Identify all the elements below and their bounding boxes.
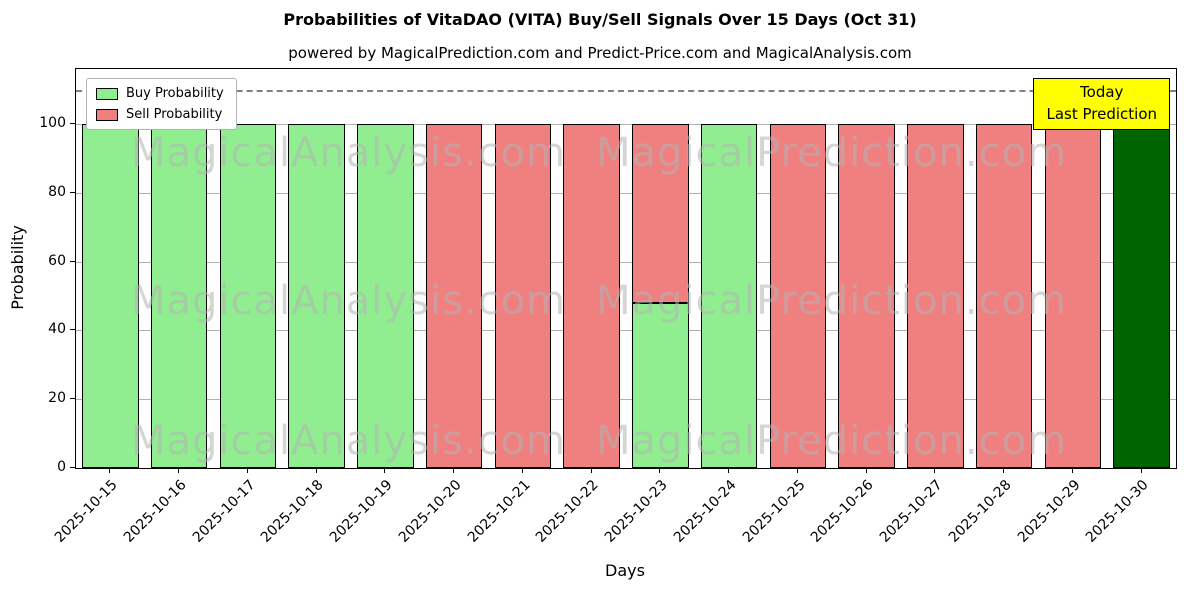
today-label-line1: Today (1080, 83, 1124, 101)
watermark-text: MagicalPrediction.com (596, 130, 1067, 176)
y-tick-label: 100 (39, 115, 66, 132)
x-tick (1071, 468, 1073, 473)
x-tick-label: 2025-10-28 (945, 477, 1015, 546)
watermark-text: MagicalAnalysis.com (131, 278, 567, 324)
bar-2025-10-18-buy (288, 124, 345, 468)
x-tick-label: 2025-10-30 (1083, 477, 1152, 546)
buy-swatch-icon (96, 87, 118, 100)
watermark-text: MagicalPrediction.com (596, 418, 1067, 464)
y-tick-label: 20 (48, 390, 66, 407)
gridline (76, 261, 1176, 263)
x-axis-label: Days (605, 561, 645, 580)
today-label-line2: Last Prediction (1046, 104, 1157, 123)
x-tick (796, 468, 798, 473)
bar-2025-10-21-sell (494, 124, 552, 468)
x-tick-label: 2025-10-19 (326, 477, 396, 546)
x-tick (1003, 468, 1005, 473)
bar-2025-10-15-buy (82, 124, 139, 468)
bar-2025-10-16-buy (150, 124, 208, 468)
bar-2025-10-22-sell (563, 124, 620, 468)
x-tick-label: 2025-10-18 (258, 477, 327, 546)
gridline (76, 399, 1176, 401)
bar-2025-10-29-sell (1044, 124, 1102, 468)
x-tick (521, 468, 523, 473)
x-tick-label: 2025-10-24 (670, 477, 740, 546)
y-tick (70, 260, 75, 262)
legend-label-buy: Buy Probability (126, 86, 224, 101)
bar-2025-10-30-buy (1113, 124, 1170, 468)
chart-title: Probabilities of VitaDAO (VITA) Buy/Sell… (283, 10, 917, 29)
x-tick (728, 468, 730, 473)
legend-item-buy: Buy Probability (96, 86, 224, 101)
x-tick-label: 2025-10-17 (189, 477, 259, 546)
x-tick-label: 2025-10-27 (876, 477, 946, 546)
x-tick-label: 2025-10-29 (1014, 477, 1084, 546)
gridline (76, 330, 1176, 332)
watermark-text: MagicalAnalysis.com (131, 418, 567, 464)
legend-label-sell: Sell Probability (126, 107, 223, 122)
y-tick (70, 191, 75, 193)
bar-2025-10-20-sell (425, 124, 483, 468)
x-tick-label: 2025-10-23 (601, 477, 671, 546)
x-tick-label: 2025-10-21 (464, 477, 534, 546)
x-tick-label: 2025-10-25 (739, 477, 809, 546)
x-tick (590, 468, 592, 473)
bar-2025-10-17-buy (219, 124, 277, 468)
bar-2025-10-26-sell (838, 124, 895, 468)
bar-2025-10-23-sell (632, 124, 689, 303)
x-tick-label: 2025-10-15 (51, 477, 121, 546)
chart-subtitle: powered by MagicalPrediction.com and Pre… (288, 44, 912, 62)
x-tick (659, 468, 661, 473)
x-tick-label: 2025-10-26 (808, 477, 877, 546)
x-tick (453, 468, 455, 473)
y-tick-label: 40 (48, 321, 66, 338)
bar-2025-10-24-buy (700, 124, 758, 468)
bar-2025-10-28-sell (975, 124, 1033, 468)
x-tick (109, 468, 111, 473)
today-label-box: Today Last Prediction (1033, 78, 1170, 130)
y-tick (70, 398, 75, 400)
x-tick (1140, 468, 1142, 473)
x-tick-label: 2025-10-22 (533, 477, 602, 546)
watermark-text: MagicalPrediction.com (596, 278, 1067, 324)
x-tick (178, 468, 180, 473)
y-tick (70, 467, 75, 468)
bar-2025-10-27-sell (907, 124, 964, 468)
y-tick (70, 329, 75, 331)
y-tick-label: 80 (48, 183, 66, 200)
sell-swatch-icon (96, 108, 118, 121)
bar-2025-10-19-buy (357, 124, 414, 468)
gridline (76, 192, 1176, 194)
plot-area: Buy Probability Sell Probability Today L… (75, 68, 1177, 469)
x-tick-label: 2025-10-16 (120, 477, 190, 546)
gridline (76, 124, 1176, 126)
x-tick (315, 468, 317, 473)
y-tick-label: 60 (48, 252, 66, 269)
x-tick (934, 468, 936, 473)
dashed-top-line (76, 89, 1176, 92)
x-tick (865, 468, 867, 473)
legend: Buy Probability Sell Probability (86, 78, 237, 130)
y-tick-label: 0 (57, 459, 66, 475)
x-tick (246, 468, 248, 473)
legend-item-sell: Sell Probability (96, 107, 224, 122)
x-tick (384, 468, 386, 473)
y-tick (70, 123, 75, 125)
x-tick-label: 2025-10-20 (395, 477, 465, 546)
bar-2025-10-23-buy (632, 302, 689, 468)
bar-2025-10-25-sell (769, 124, 827, 468)
watermark-text: MagicalAnalysis.com (131, 130, 567, 176)
